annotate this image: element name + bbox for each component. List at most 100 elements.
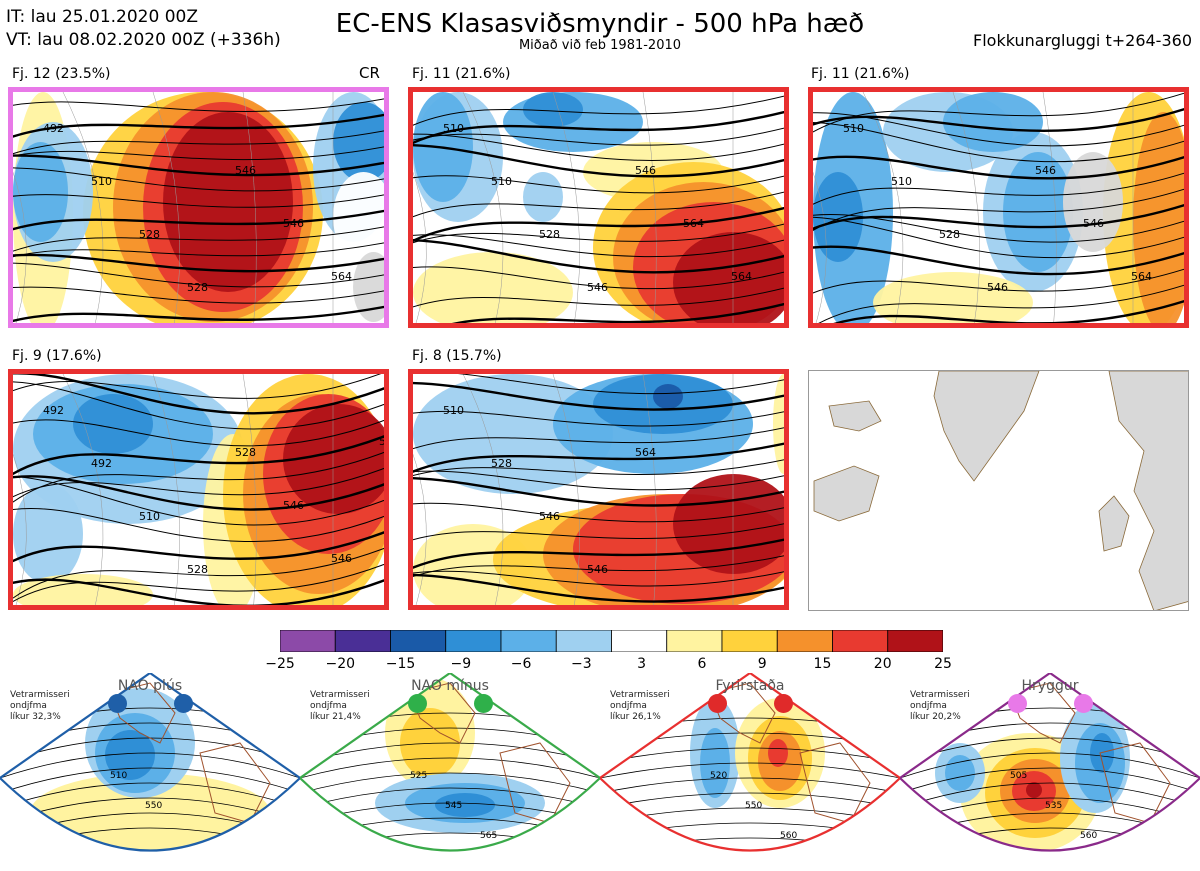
height-contour xyxy=(813,214,1184,243)
cluster-map-4: 492 492 510 528 528 546 546 564 xyxy=(8,369,389,610)
regime-map: 520 550 560 xyxy=(600,673,900,852)
height-contour xyxy=(457,374,784,395)
height-contour xyxy=(413,538,784,569)
height-contour xyxy=(813,122,1184,163)
contour-label: 528 xyxy=(491,457,512,470)
regime-note-line: líkur 32,3% xyxy=(10,712,61,722)
regime-contour xyxy=(300,787,600,809)
height-contour xyxy=(13,130,384,155)
regime-note-line: líkur 20,2% xyxy=(910,712,961,722)
valid-time: VT: lau 08.02.2020 00Z (+336h) xyxy=(6,30,281,50)
anomaly-map: 510 528 546 546 564 xyxy=(413,374,784,605)
height-contour xyxy=(13,381,384,430)
colorbar-tick-label: −15 xyxy=(385,656,416,672)
regime-contour-label: 560 xyxy=(1080,831,1097,841)
cluster-map-5: 510 528 546 546 564 xyxy=(408,369,789,610)
regime-contour-label: 520 xyxy=(710,771,727,781)
regime-contour-label: 545 xyxy=(445,801,462,811)
anomaly-shading xyxy=(163,112,293,292)
height-contour xyxy=(13,475,384,526)
colorbar-tick-label: 20 xyxy=(873,656,892,672)
anomaly-shading xyxy=(1133,112,1184,323)
height-contour xyxy=(413,427,784,450)
regime-note-line: Vetrarmisseri xyxy=(610,690,670,700)
contour-label: 528 xyxy=(139,228,160,241)
panel-2-label: Fj. 11 (21.6%) xyxy=(412,66,511,82)
colorbar-swatch xyxy=(390,630,447,652)
regime-marker-dot xyxy=(1074,694,1093,713)
colorbar-swatch xyxy=(887,630,943,652)
height-contour xyxy=(813,245,1184,276)
height-contour xyxy=(413,477,784,507)
height-contour xyxy=(13,531,384,563)
regime-title: Hryggur xyxy=(1021,678,1079,694)
colorbar-tick-label: 6 xyxy=(697,656,707,672)
regime-note-line: líkur 21,4% xyxy=(310,712,361,722)
height-contour xyxy=(813,268,1184,294)
contour-label: 546 xyxy=(587,281,608,294)
height-contour xyxy=(13,226,384,252)
height-contour xyxy=(413,234,784,258)
colorbar-tick-label: −3 xyxy=(571,656,592,672)
height-contour xyxy=(413,133,784,161)
contour-label: 510 xyxy=(443,404,464,417)
regime-contour xyxy=(0,782,300,809)
regime-marker-dot xyxy=(1008,694,1027,713)
contour-label: 546 xyxy=(539,510,560,523)
regime-marker-dot xyxy=(774,694,793,713)
anomaly-shading xyxy=(523,92,583,127)
regime-contour-label: 535 xyxy=(1045,801,1062,811)
height-contour xyxy=(13,578,384,605)
panel-1-tag: CR xyxy=(359,64,380,82)
height-contour xyxy=(13,467,384,498)
regime-map: 505 535 560 xyxy=(900,673,1200,852)
height-contour xyxy=(13,146,384,161)
height-contour xyxy=(813,155,1184,180)
height-contour xyxy=(413,287,784,308)
anomaly-shading xyxy=(943,92,1043,152)
height-contour xyxy=(413,410,784,427)
height-contour xyxy=(413,470,784,491)
height-contour xyxy=(13,475,384,511)
regime-note: Vetrarmisseri ondjfma líkur 26,1% xyxy=(610,690,670,723)
anomaly-shading xyxy=(13,142,68,242)
colorbar-tick-label: −6 xyxy=(510,656,532,672)
regime-anomaly-shading xyxy=(945,755,975,791)
height-contour xyxy=(451,302,784,323)
height-contour xyxy=(413,175,784,194)
regime-map: 510 550 xyxy=(0,673,300,852)
regime-note-line: ondjfma xyxy=(310,701,347,711)
regime-anomaly-shading xyxy=(1026,782,1042,798)
regime-contour xyxy=(300,757,600,779)
basemap-coastlines xyxy=(813,371,1188,610)
regime-title: NAO plús xyxy=(117,678,183,694)
contour-label: 528 xyxy=(235,446,256,459)
contour-label: 564 xyxy=(731,270,752,283)
regime-contour-label: 560 xyxy=(780,831,797,841)
anomaly-shading xyxy=(653,384,683,409)
contour-label: 492 xyxy=(43,404,64,417)
contour-label: 528 xyxy=(939,228,960,241)
anomaly-shading xyxy=(773,374,784,474)
contour-label: 510 xyxy=(139,510,160,523)
colorbar-tick-label: −20 xyxy=(325,656,356,672)
colorbar-swatch xyxy=(721,630,778,652)
regime-marker-dot xyxy=(708,694,727,713)
regime-title: Fyrirstaða xyxy=(715,678,785,694)
colorbar-tick-label: 15 xyxy=(813,656,832,672)
initial-time: IT: lau 25.01.2020 00Z xyxy=(6,7,198,27)
height-contour xyxy=(818,284,1184,323)
regime-anomaly-shading xyxy=(700,728,730,798)
panel-1-label: Fj. 12 (23.5%) xyxy=(12,66,111,82)
regime-map: 525 545 565 xyxy=(300,673,600,852)
regime-note-line: Vetrarmisseri xyxy=(910,690,970,700)
contour-label: 528 xyxy=(187,281,208,294)
cluster-map-2: 510 510 528 546 546 564 564 xyxy=(408,87,789,328)
regime-contour xyxy=(300,772,600,794)
contour-label: 528 xyxy=(187,563,208,576)
contour-label: 564 xyxy=(635,446,656,459)
height-contour xyxy=(813,112,1184,147)
height-contour xyxy=(13,563,384,603)
anomaly-shading xyxy=(673,232,784,323)
anomaly-map: 492 492 510 528 528 546 546 564 xyxy=(13,374,384,605)
